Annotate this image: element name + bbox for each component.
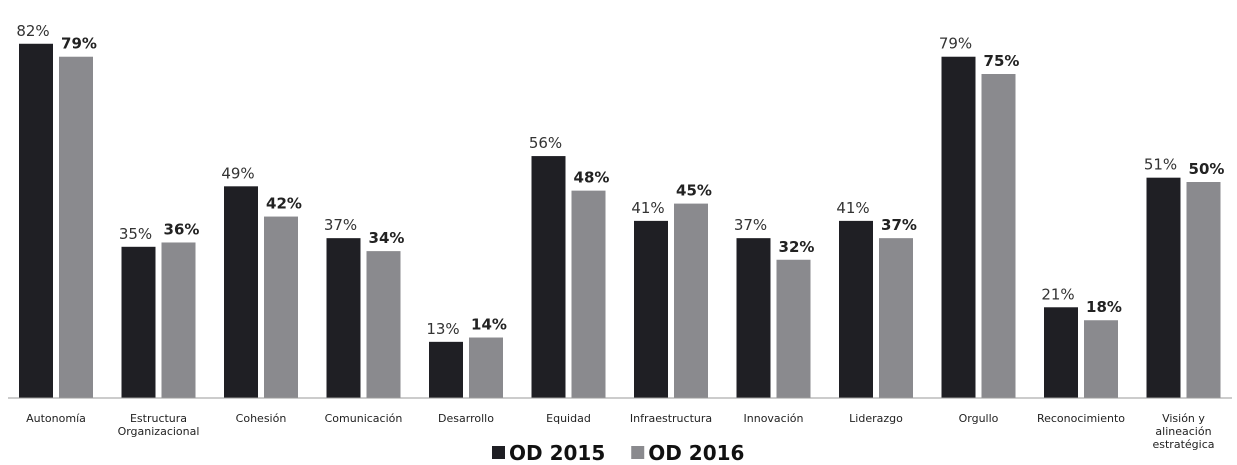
x-tick-label: Estructura Organizacional	[117, 412, 200, 438]
value-label: 37%	[734, 216, 767, 234]
bar	[776, 259, 811, 398]
value-label: 48%	[574, 169, 610, 187]
x-tick-label: Liderazgo	[849, 412, 903, 425]
bar	[429, 341, 463, 398]
value-label: 18%	[1086, 298, 1122, 316]
value-label: 37%	[881, 216, 917, 234]
bar	[469, 337, 503, 398]
x-tick-label: Cohesión	[235, 412, 287, 425]
bar	[1186, 182, 1221, 398]
value-label: 42%	[266, 195, 302, 213]
bar	[674, 203, 708, 398]
bar	[366, 251, 401, 398]
value-label: 36%	[164, 220, 200, 238]
bar	[1084, 320, 1118, 398]
value-label: 34%	[369, 229, 405, 247]
bar	[879, 238, 913, 398]
legend-label: OD 2015	[509, 441, 605, 465]
bar	[326, 238, 361, 398]
x-tick-label: Innovación	[743, 412, 804, 425]
value-label: 35%	[119, 225, 152, 243]
bar	[981, 74, 1016, 398]
legend-label: OD 2016	[648, 441, 744, 465]
legend-swatch	[631, 446, 645, 459]
bar	[531, 156, 566, 398]
bar	[19, 43, 53, 398]
value-label: 41%	[631, 199, 664, 217]
value-label: 56%	[529, 134, 562, 152]
value-label: 79%	[61, 35, 97, 53]
value-label: 32%	[779, 238, 815, 256]
bar	[121, 246, 156, 398]
bar	[161, 242, 196, 398]
value-label: 45%	[676, 182, 712, 200]
x-tick-label: Comunicación	[324, 412, 403, 425]
bar	[839, 220, 873, 398]
bar	[634, 220, 668, 398]
bar	[1044, 307, 1078, 398]
x-tick-label: Autonomía	[26, 412, 86, 425]
x-tick-label: Equidad	[546, 412, 591, 425]
value-label: 51%	[1144, 156, 1177, 174]
value-label: 79%	[939, 35, 972, 53]
value-label: 14%	[471, 316, 507, 334]
value-label: 41%	[836, 199, 869, 217]
value-label: 75%	[984, 52, 1020, 70]
x-tick-label: Reconocimiento	[1036, 412, 1126, 425]
value-label: 49%	[221, 164, 254, 182]
bar	[941, 56, 976, 398]
x-tick-label: Infraestructura	[629, 412, 713, 425]
value-label: 13%	[426, 320, 459, 338]
bar	[571, 190, 606, 398]
bar	[59, 56, 93, 398]
x-tick-label: Visión y alineación estratégica	[1152, 412, 1215, 451]
value-label: 82%	[16, 22, 49, 40]
legend-swatch	[492, 446, 505, 459]
value-label: 50%	[1189, 160, 1225, 178]
bar	[224, 186, 258, 398]
value-label: 21%	[1041, 285, 1074, 303]
bar	[1146, 177, 1181, 398]
x-tick-label: Desarrollo	[438, 412, 494, 425]
bar	[264, 216, 298, 398]
bar	[736, 238, 771, 398]
x-tick-label: Orgullo	[958, 412, 999, 425]
value-label: 37%	[324, 216, 357, 234]
